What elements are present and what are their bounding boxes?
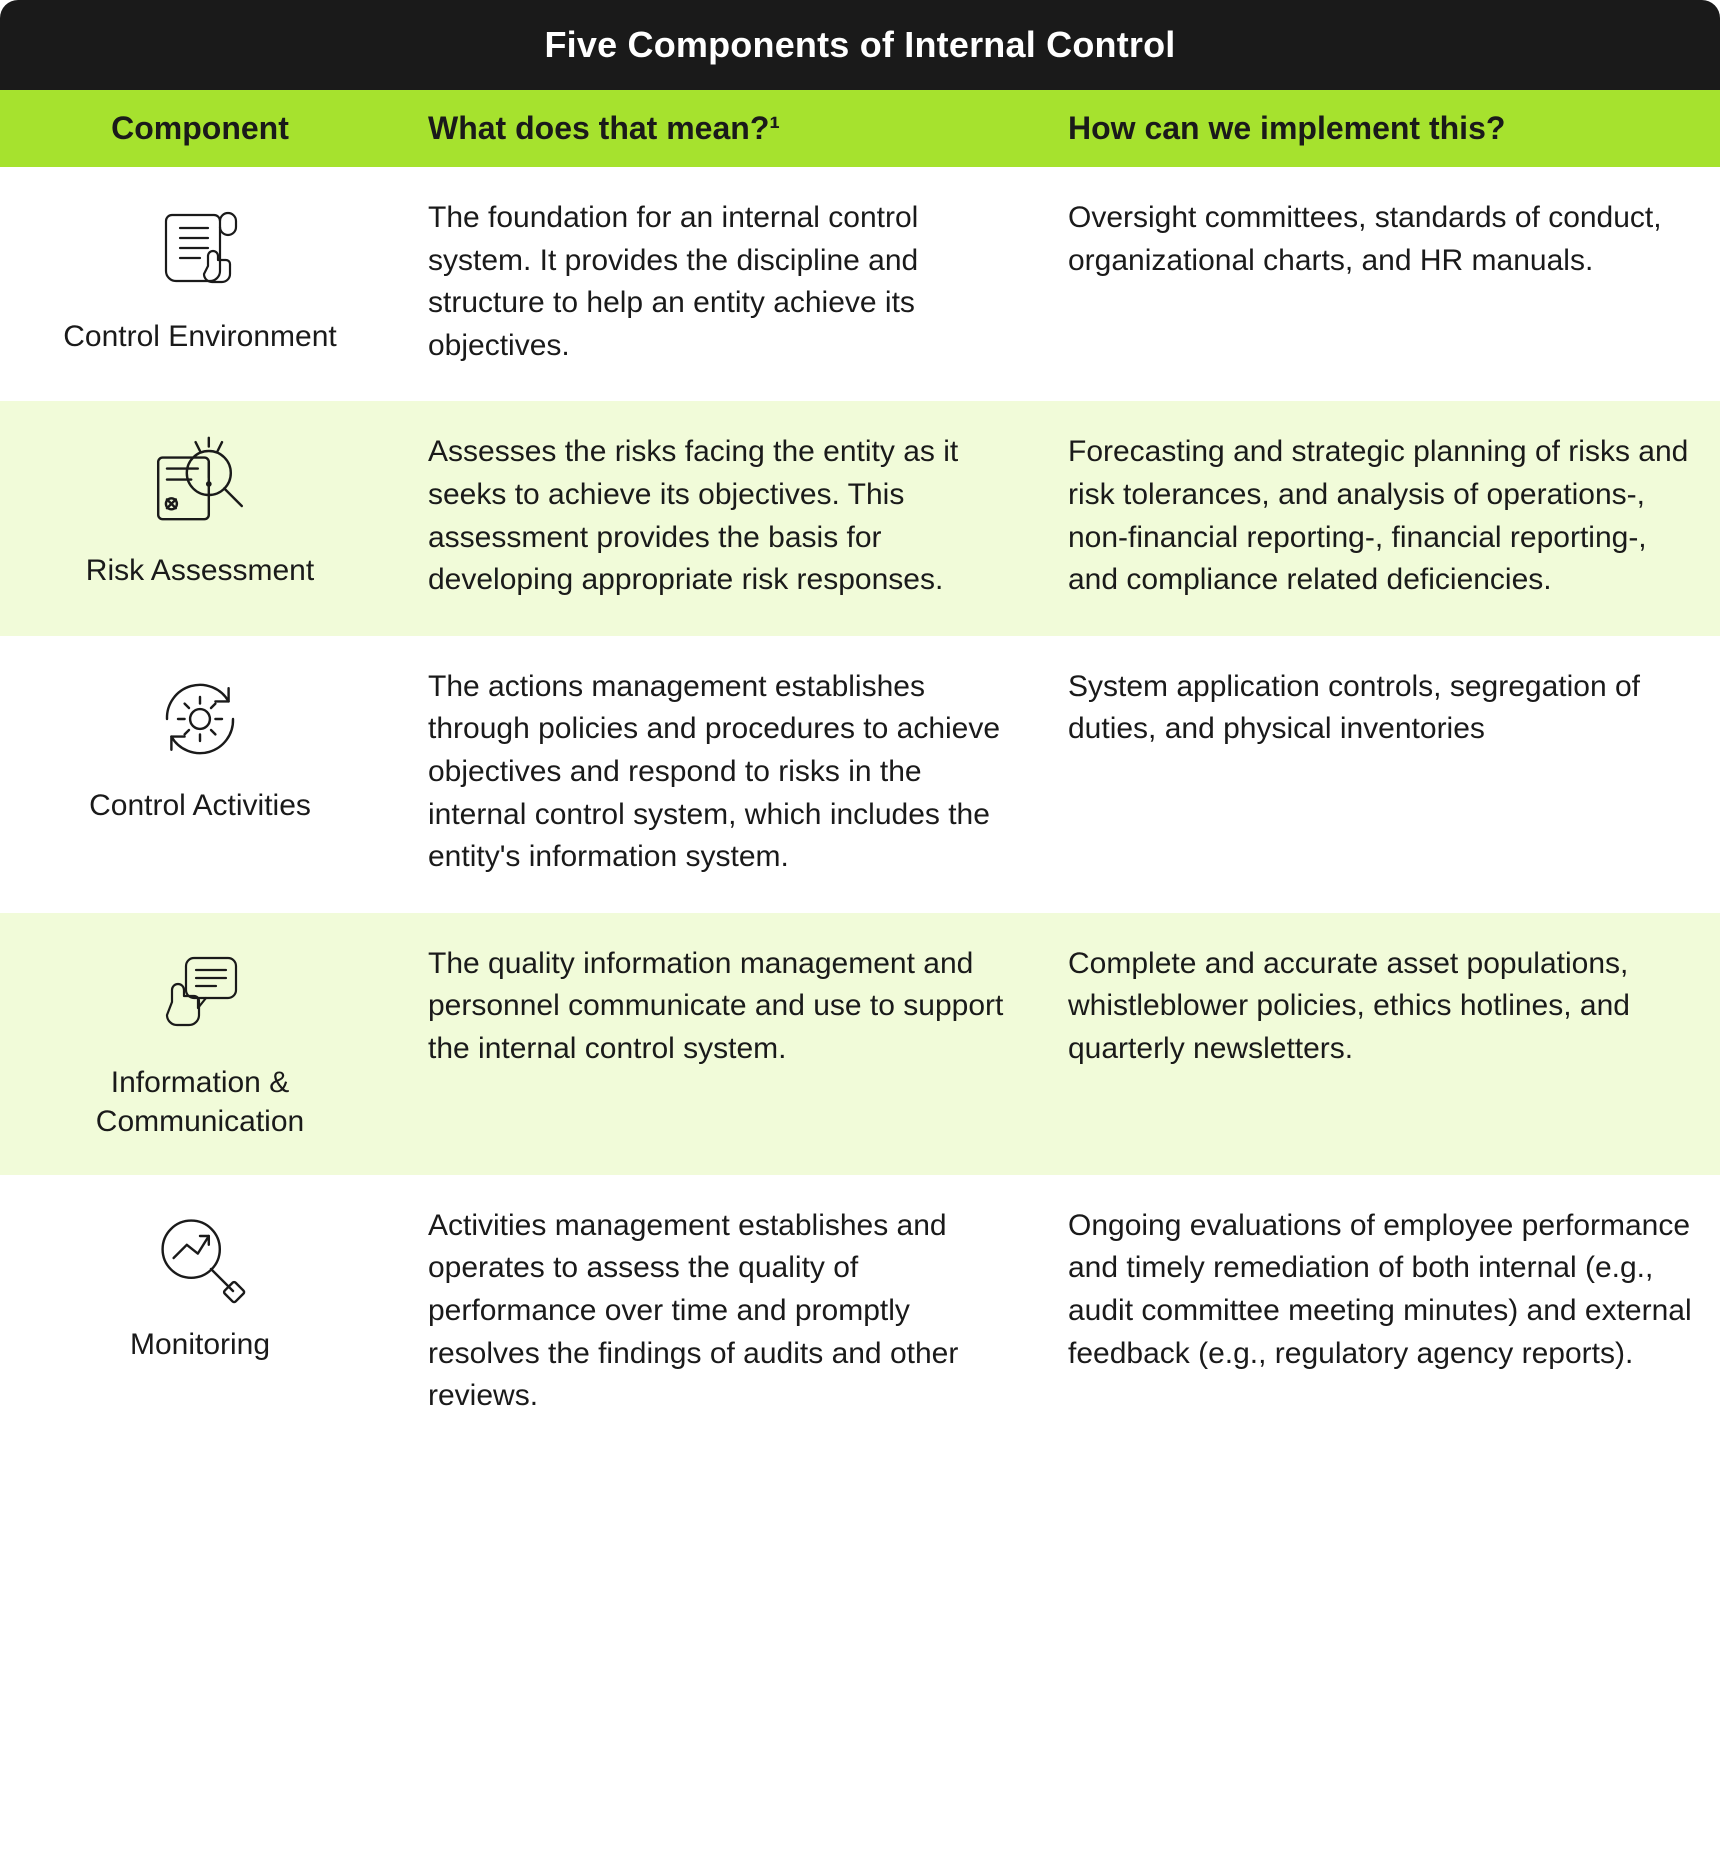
table-row: Risk Assessment Assesses the risks facin…	[0, 401, 1720, 635]
component-cell: Control Activities	[0, 636, 400, 913]
col-header-implement: How can we implement this?	[1040, 90, 1720, 167]
component-cell: Monitoring	[0, 1175, 400, 1452]
meaning-cell: The quality information management and p…	[400, 913, 1040, 1175]
col-header-meaning: What does that mean?¹	[400, 90, 1040, 167]
component-label: Information & Communication	[28, 1063, 372, 1141]
table-title: Five Components of Internal Control	[0, 0, 1720, 90]
component-label: Control Environment	[63, 317, 336, 356]
gear-cycle-icon	[140, 664, 260, 774]
col-header-component: Component	[0, 90, 400, 167]
component-label: Monitoring	[130, 1325, 270, 1364]
component-label: Risk Assessment	[86, 551, 314, 590]
table-header-row: Component What does that mean?¹ How can …	[0, 90, 1720, 167]
component-cell: Control Environment	[0, 167, 400, 401]
meaning-cell: Activities management establishes and op…	[400, 1175, 1040, 1452]
component-cell: Information & Communication	[0, 913, 400, 1175]
table-row: Information & Communication The quality …	[0, 913, 1720, 1175]
risk-magnifier-icon	[140, 429, 260, 539]
implement-cell: Oversight committees, standards of condu…	[1040, 167, 1720, 401]
meaning-cell: Assesses the risks facing the entity as …	[400, 401, 1040, 635]
component-cell: Risk Assessment	[0, 401, 400, 635]
table-row: Control Activities The actions managemen…	[0, 636, 1720, 913]
implement-cell: Ongoing evaluations of employee performa…	[1040, 1175, 1720, 1452]
internal-control-table: Five Components of Internal Control Comp…	[0, 0, 1720, 1452]
implement-cell: Complete and accurate asset populations,…	[1040, 913, 1720, 1175]
chat-thumb-icon	[140, 941, 260, 1051]
scroll-thumb-icon	[140, 195, 260, 305]
implement-cell: Forecasting and strategic planning of ri…	[1040, 401, 1720, 635]
meaning-cell: The foundation for an internal control s…	[400, 167, 1040, 401]
table-row: Control Environment The foundation for a…	[0, 167, 1720, 401]
meaning-cell: The actions management establishes throu…	[400, 636, 1040, 913]
table-row: Monitoring Activities management establi…	[0, 1175, 1720, 1452]
component-label: Control Activities	[89, 786, 311, 825]
monitor-magnifier-icon	[140, 1203, 260, 1313]
implement-cell: System application controls, segregation…	[1040, 636, 1720, 913]
